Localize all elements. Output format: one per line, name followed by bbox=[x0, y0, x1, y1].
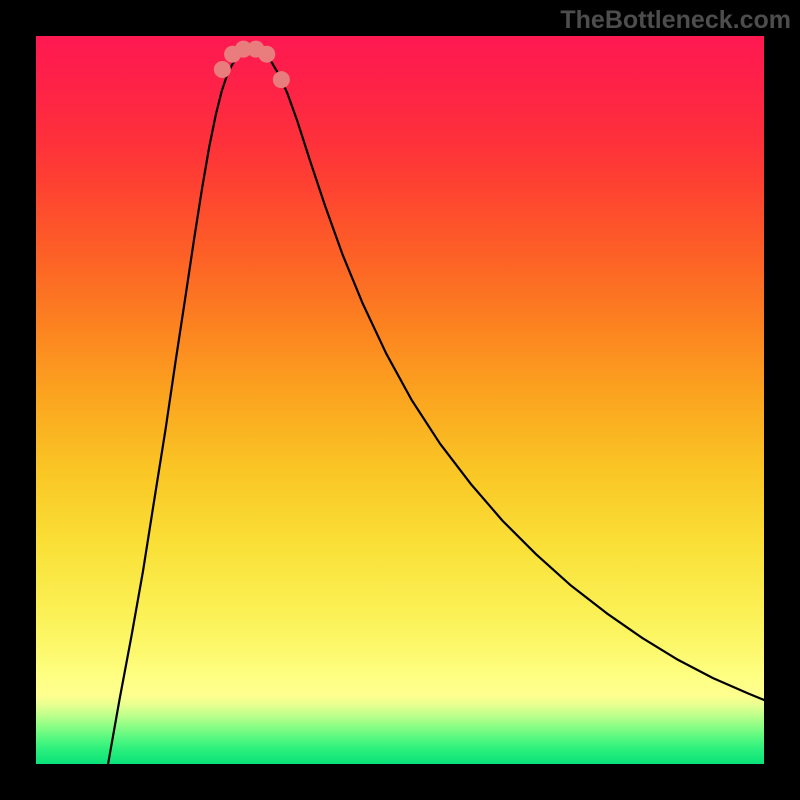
attribution-label: TheBottleneck.com bbox=[560, 6, 791, 35]
chart-stage: TheBottleneck.com bbox=[0, 0, 800, 800]
marker-dot bbox=[214, 61, 231, 78]
bottleneck-chart bbox=[0, 0, 800, 800]
marker-dot bbox=[273, 71, 290, 88]
marker-dot bbox=[258, 46, 275, 63]
gradient-background bbox=[36, 36, 764, 764]
